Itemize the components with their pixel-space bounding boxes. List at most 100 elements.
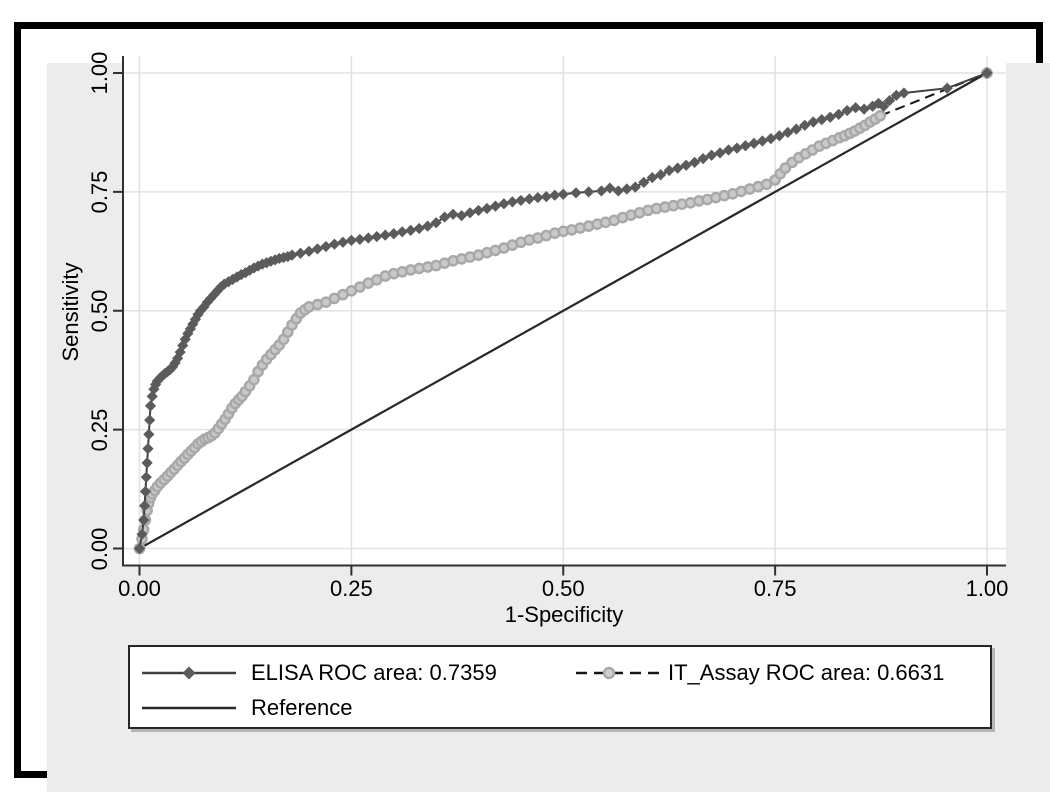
x-tick-label: 0.50 xyxy=(541,576,585,601)
elisa-marker xyxy=(489,200,502,212)
elisa-marker xyxy=(549,189,561,201)
elisa-marker xyxy=(878,100,890,112)
elisa-marker xyxy=(182,327,194,340)
elisa-marker xyxy=(583,186,595,198)
elisa-marker xyxy=(422,220,434,232)
y-tick-label: 0.25 xyxy=(87,408,112,452)
elisa-marker xyxy=(858,103,870,115)
elisa-marker xyxy=(396,226,408,238)
elisa-marker xyxy=(328,238,341,250)
elisa-marker xyxy=(612,185,624,197)
elisa-marker xyxy=(133,542,146,555)
elisa-marker xyxy=(138,514,150,526)
elisa-marker xyxy=(294,247,307,259)
elisa-marker xyxy=(523,193,535,205)
elisa-marker xyxy=(362,232,374,244)
x-tick-label: 0.25 xyxy=(329,576,373,601)
elisa-marker xyxy=(205,292,217,304)
elisa-marker xyxy=(144,400,157,412)
elisa-marker xyxy=(174,346,186,358)
elisa-marker xyxy=(439,211,451,223)
elisa-marker xyxy=(187,318,199,330)
elisa-marker xyxy=(672,162,684,174)
elisa-marker xyxy=(472,204,485,217)
legend-label-elisa: ELISA ROC area: 0.7359 xyxy=(251,660,497,685)
elisa-marker xyxy=(506,196,518,208)
elisa-marker xyxy=(138,500,151,512)
elisa-marker xyxy=(354,233,366,246)
elisa-marker xyxy=(604,182,616,194)
elisa-marker xyxy=(981,67,993,79)
elisa-marker xyxy=(201,296,213,308)
elisa-marker xyxy=(239,267,252,279)
elisa-marker xyxy=(337,236,349,248)
elisa-marker xyxy=(413,222,425,235)
elisa-marker xyxy=(638,176,650,188)
elisa-marker xyxy=(824,111,836,123)
y-tick-label: 0.00 xyxy=(87,527,112,570)
elisa-marker xyxy=(447,208,459,220)
y-axis-title: Sensitivity xyxy=(58,262,83,362)
elisa-marker xyxy=(252,260,264,272)
elisa-marker xyxy=(179,333,191,345)
elisa-marker xyxy=(748,137,760,149)
elisa-marker xyxy=(430,217,442,229)
elisa-marker xyxy=(714,147,726,159)
elisa-marker xyxy=(379,229,391,241)
elisa-marker xyxy=(697,152,709,165)
elisa-marker xyxy=(532,191,544,204)
elisa-marker xyxy=(655,169,667,181)
elisa-marker xyxy=(286,249,298,261)
elisa-marker xyxy=(621,183,633,195)
elisa-marker xyxy=(311,243,324,255)
elisa-marker xyxy=(184,323,196,335)
y-tick-label: 0.50 xyxy=(87,289,112,333)
x-axis-title: 1-Specificity xyxy=(504,602,624,627)
elisa-marker xyxy=(141,457,153,469)
elisa-marker xyxy=(557,188,569,200)
elisa-marker xyxy=(782,126,794,139)
elisa-marker xyxy=(142,443,154,455)
elisa-marker xyxy=(371,230,383,243)
elisa-marker xyxy=(807,116,819,128)
elisa-marker xyxy=(689,156,701,168)
elisa-marker xyxy=(816,113,828,126)
elisa-marker xyxy=(136,528,148,540)
legend-sample-elisa xyxy=(142,666,236,680)
legend-sample-it-assay xyxy=(576,666,660,680)
elisa-marker xyxy=(799,119,811,131)
elisa-marker xyxy=(140,471,152,483)
elisa-marker xyxy=(756,135,769,147)
elisa-marker xyxy=(269,254,281,266)
elisa-marker xyxy=(841,104,853,117)
elisa-marker xyxy=(663,164,675,177)
elisa-marker xyxy=(265,255,277,267)
elisa-marker xyxy=(705,149,718,161)
elisa-marker xyxy=(143,428,155,440)
elisa-marker xyxy=(515,194,527,207)
legend-label-it-assay: IT_Assay ROC area: 0.6631 xyxy=(668,660,945,685)
elisa-marker xyxy=(320,240,332,253)
elisa-marker xyxy=(481,202,493,215)
elisa-marker xyxy=(570,187,582,199)
it-assay-marker xyxy=(760,178,773,191)
elisa-marker xyxy=(218,278,230,290)
elisa-marker xyxy=(498,198,510,210)
elisa-marker xyxy=(146,390,158,402)
elisa-marker xyxy=(941,82,953,94)
elisa-marker xyxy=(303,245,315,257)
legend-sample-reference xyxy=(142,706,236,710)
elisa-marker xyxy=(833,108,845,120)
elisa-marker xyxy=(731,142,743,154)
elisa-marker xyxy=(455,210,468,222)
elisa-marker xyxy=(790,123,802,135)
elisa-marker xyxy=(215,281,227,293)
legend-box: ELISA ROC area: 0.7359 IT_Assay ROC area… xyxy=(128,645,992,729)
elisa-marker xyxy=(198,301,210,313)
elisa-marker xyxy=(765,133,777,145)
elisa-marker xyxy=(139,485,152,498)
elisa-marker xyxy=(850,102,862,114)
elisa-marker xyxy=(773,130,785,142)
